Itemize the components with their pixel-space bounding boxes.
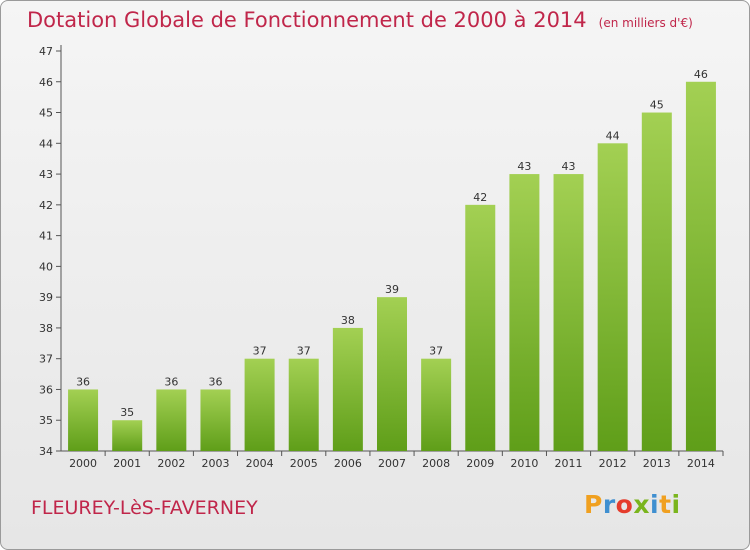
x-tick-label: 2008	[422, 457, 450, 470]
data-label: 36	[76, 375, 90, 388]
bar	[641, 112, 672, 452]
x-tick-label: 2003	[201, 457, 229, 470]
bar	[509, 174, 540, 452]
y-tick-label: 38	[39, 322, 53, 335]
bar	[597, 143, 628, 452]
bar	[465, 204, 496, 451]
chart-title-block: Dotation Globale de Fonctionnement de 20…	[27, 8, 693, 32]
y-tick-label: 35	[39, 414, 53, 427]
logo-letter: t	[659, 490, 672, 519]
x-tick-label: 2013	[643, 457, 671, 470]
x-tick-label: 2009	[466, 457, 494, 470]
data-label: 37	[297, 345, 311, 358]
logo-letter: i	[650, 490, 660, 519]
x-tick-label: 2000	[69, 457, 97, 470]
data-label: 44	[606, 129, 620, 142]
logo-letter: r	[602, 490, 616, 519]
data-label: 37	[253, 345, 267, 358]
data-label: 38	[341, 314, 355, 327]
x-tick-label: 2014	[687, 457, 715, 470]
bar	[156, 389, 187, 451]
bar	[112, 420, 143, 451]
y-tick-label: 44	[39, 137, 53, 150]
commune-name: FLEUREY-LèS-FAVERNEY	[31, 497, 258, 519]
bar	[553, 174, 584, 452]
x-tick-label: 2007	[378, 457, 406, 470]
bar	[244, 358, 275, 451]
data-label: 45	[650, 99, 664, 112]
bar	[288, 358, 319, 451]
y-tick-label: 43	[39, 168, 53, 181]
data-label: 35	[120, 406, 134, 419]
chart-labels: 2000 36 2001 35 2002 36 2003 36 2004 37 2005 37 2006…	[69, 68, 715, 470]
data-label: 39	[385, 283, 399, 296]
logo-letter: P	[584, 490, 603, 519]
y-tick-label: 45	[39, 107, 53, 120]
y-tick-label: 36	[39, 383, 53, 396]
bar	[685, 81, 716, 452]
data-label: 46	[694, 68, 708, 81]
y-tick-label: 39	[39, 291, 53, 304]
data-label: 36	[208, 375, 222, 388]
logo-letter: o	[615, 490, 634, 519]
data-label: 37	[429, 345, 443, 358]
x-tick-label: 2002	[157, 457, 185, 470]
data-label: 36	[164, 375, 178, 388]
chart-bars	[68, 81, 716, 452]
data-label: 43	[517, 160, 531, 173]
bar	[377, 297, 407, 451]
x-tick-label: 2012	[599, 457, 627, 470]
chart-title: Dotation Globale de Fonctionnement de 20…	[27, 8, 587, 32]
x-tick-label: 2010	[510, 457, 538, 470]
x-tick-label: 2001	[113, 457, 141, 470]
bar	[68, 389, 99, 451]
x-tick-label: 2005	[290, 457, 318, 470]
bar	[332, 327, 363, 451]
y-tick-label: 40	[39, 260, 53, 273]
x-tick-label: 2004	[246, 457, 274, 470]
y-tick-label: 34	[39, 445, 53, 458]
data-label: 42	[473, 191, 487, 204]
logo-letter: x	[633, 490, 650, 519]
logo-letter: i	[671, 490, 681, 519]
bar	[200, 389, 231, 451]
proxiti-logo: Proxiti	[584, 490, 681, 519]
x-tick-label: 2011	[555, 457, 583, 470]
chart-axes: 34 35 36 37 38 39 40 41 42 43 44 45 46 47	[39, 45, 724, 458]
y-tick-label: 42	[39, 199, 53, 212]
data-label: 43	[562, 160, 576, 173]
y-tick-label: 47	[39, 45, 53, 58]
chart-unit: (en milliers d'€)	[598, 16, 693, 30]
y-tick-label: 37	[39, 353, 53, 366]
y-tick-label: 46	[39, 76, 53, 89]
y-tick-label: 41	[39, 230, 53, 243]
bar	[421, 358, 452, 451]
x-tick-label: 2006	[334, 457, 362, 470]
